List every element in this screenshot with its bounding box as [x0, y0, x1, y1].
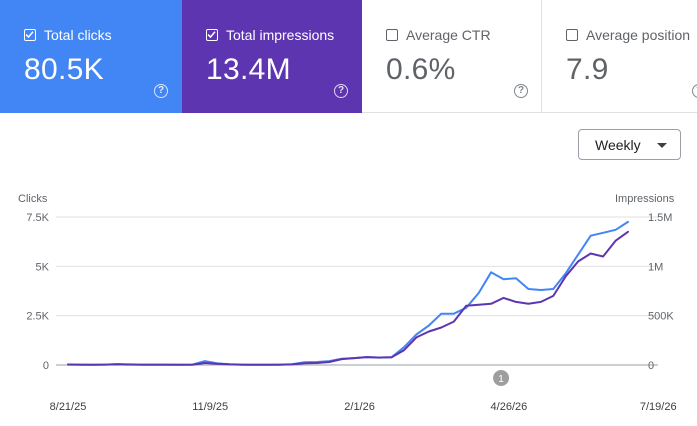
- period-dropdown[interactable]: Weekly: [578, 129, 681, 160]
- y-left-tick-label: 5K: [36, 261, 50, 273]
- y-left-axis-title: Clicks: [18, 193, 48, 205]
- annotation-marker[interactable]: [493, 370, 510, 386]
- y-right-axis-title: Impressions: [615, 193, 675, 205]
- y-right-tick-label: 1M: [648, 261, 663, 273]
- caret-down-icon: [657, 143, 667, 148]
- metric-label: Total clicks: [44, 27, 112, 43]
- metric-value: 13.4M: [206, 53, 291, 86]
- period-dropdown-value: Weekly: [595, 137, 641, 153]
- x-tick-label: 4/26/26: [491, 401, 528, 413]
- metric-value: 0.6%: [386, 53, 456, 86]
- x-tick-label: 8/21/25: [50, 401, 87, 413]
- metric-cards: Total clicks 80.5K ? Total impressions 1…: [0, 0, 697, 113]
- x-tick-label: 7/19/26: [640, 401, 677, 413]
- y-right-tick-label: 500K: [648, 311, 674, 323]
- series-line-total-clicks: [67, 220, 629, 366]
- metric-value: 80.5K: [24, 53, 104, 86]
- y-left-tick-label: 0: [43, 360, 49, 372]
- help-icon[interactable]: ?: [334, 84, 348, 98]
- checkbox-unchecked-icon[interactable]: [386, 29, 398, 41]
- metric-card-total-clicks[interactable]: Total clicks 80.5K ?: [0, 0, 182, 113]
- checkbox-checked-icon[interactable]: [24, 29, 36, 41]
- y-left-tick-label: 2.5K: [26, 311, 49, 323]
- annotation-marker-label: 1: [498, 374, 504, 385]
- metric-card-total-impressions[interactable]: Total impressions 13.4M ?: [182, 0, 362, 113]
- y-right-tick-label: 1.5M: [648, 212, 672, 224]
- help-icon[interactable]: ?: [514, 84, 528, 98]
- metric-label: Average position: [586, 27, 691, 43]
- x-tick-label: 2/1/26: [344, 401, 375, 413]
- metric-card-average-position[interactable]: Average position 7.9 ?: [542, 0, 697, 113]
- metric-card-average-ctr[interactable]: Average CTR 0.6% ?: [362, 0, 542, 113]
- help-icon[interactable]: ?: [154, 84, 168, 98]
- x-tick-label: 11/9/25: [192, 401, 228, 413]
- series-line-total-impressions: [67, 230, 629, 366]
- metric-label: Average CTR: [406, 27, 491, 43]
- checkbox-unchecked-icon[interactable]: [566, 29, 578, 41]
- metric-value: 7.9: [566, 53, 609, 86]
- y-left-tick-label: 7.5K: [26, 212, 49, 224]
- y-right-tick-label: 0: [648, 360, 654, 372]
- checkbox-checked-icon[interactable]: [206, 29, 218, 41]
- metric-label: Total impressions: [226, 27, 335, 43]
